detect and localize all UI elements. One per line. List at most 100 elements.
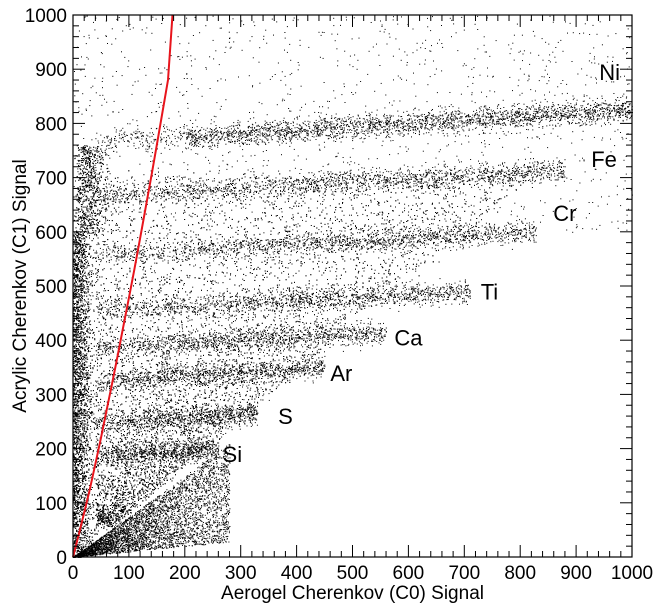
data-point — [223, 377, 224, 378]
data-point — [217, 365, 218, 366]
data-point — [295, 337, 296, 338]
data-point — [286, 367, 287, 368]
data-point — [261, 333, 262, 334]
data-point — [275, 333, 276, 334]
data-point — [264, 371, 265, 372]
data-point — [194, 463, 195, 464]
data-point — [251, 426, 252, 427]
data-point — [249, 345, 250, 346]
data-point — [120, 421, 121, 422]
data-point — [172, 336, 173, 337]
data-point — [159, 410, 160, 411]
data-point — [344, 327, 345, 328]
data-point — [188, 417, 189, 418]
data-point — [234, 330, 235, 331]
data-point — [277, 333, 278, 334]
data-point — [347, 328, 348, 329]
data-point — [280, 381, 281, 382]
data-point — [171, 421, 172, 422]
data-point — [225, 387, 226, 388]
data-point — [256, 411, 257, 412]
data-point — [331, 334, 332, 335]
data-point — [203, 366, 204, 367]
data-point — [147, 379, 148, 380]
data-point — [185, 456, 186, 457]
data-point — [266, 363, 267, 364]
data-point — [319, 361, 320, 362]
data-point — [131, 456, 132, 457]
data-point — [203, 347, 204, 348]
data-point — [220, 369, 221, 370]
data-point — [193, 375, 194, 376]
data-point — [355, 337, 356, 338]
data-point — [291, 357, 292, 358]
data-point — [199, 371, 200, 372]
data-point — [381, 336, 382, 337]
data-point — [209, 445, 210, 446]
data-point — [210, 352, 211, 353]
data-point — [244, 420, 245, 421]
data-point — [145, 466, 146, 467]
data-point — [206, 419, 207, 420]
data-point — [220, 408, 221, 409]
data-point — [296, 368, 297, 369]
data-point — [381, 331, 382, 332]
data-point — [252, 419, 253, 420]
data-point — [340, 329, 341, 330]
data-point — [145, 459, 146, 460]
data-point — [171, 371, 172, 372]
data-point — [359, 329, 360, 330]
data-point — [311, 339, 312, 340]
data-point — [112, 425, 113, 426]
data-point — [183, 375, 184, 376]
data-point — [132, 350, 133, 351]
data-point — [290, 342, 291, 343]
data-point — [242, 416, 243, 417]
data-point — [205, 454, 206, 455]
data-point — [132, 460, 133, 461]
data-point — [251, 416, 252, 417]
data-point — [229, 415, 230, 416]
data-point — [170, 421, 171, 422]
data-point — [121, 415, 122, 416]
data-point — [244, 418, 245, 419]
data-point — [148, 452, 149, 453]
data-point — [251, 409, 252, 410]
data-point — [148, 376, 149, 377]
data-point — [240, 385, 241, 386]
data-point — [125, 374, 126, 375]
data-point — [237, 421, 238, 422]
data-point — [179, 447, 180, 448]
data-point — [140, 378, 141, 379]
data-point — [273, 374, 274, 375]
data-point — [135, 447, 136, 448]
data-point — [135, 377, 136, 378]
data-point — [130, 338, 131, 339]
data-point — [235, 380, 236, 381]
data-point — [164, 423, 165, 424]
data-point — [321, 371, 322, 372]
data-point — [324, 356, 325, 357]
data-point — [208, 422, 209, 423]
data-point — [220, 428, 221, 429]
data-point — [151, 344, 152, 345]
data-point — [301, 368, 302, 369]
data-point — [141, 388, 142, 389]
data-point — [215, 445, 216, 446]
data-point — [120, 451, 121, 452]
data-point — [322, 370, 323, 371]
data-point — [220, 384, 221, 385]
data-point — [210, 444, 211, 445]
data-point — [146, 426, 147, 427]
data-point — [315, 371, 316, 372]
data-point — [257, 403, 258, 404]
data-point — [235, 350, 236, 351]
data-point — [312, 334, 313, 335]
data-point — [306, 363, 307, 364]
data-point — [211, 373, 212, 374]
data-point — [131, 340, 132, 341]
data-point — [239, 374, 240, 375]
data-point — [289, 380, 290, 381]
data-point — [198, 457, 199, 458]
data-point — [358, 327, 359, 328]
